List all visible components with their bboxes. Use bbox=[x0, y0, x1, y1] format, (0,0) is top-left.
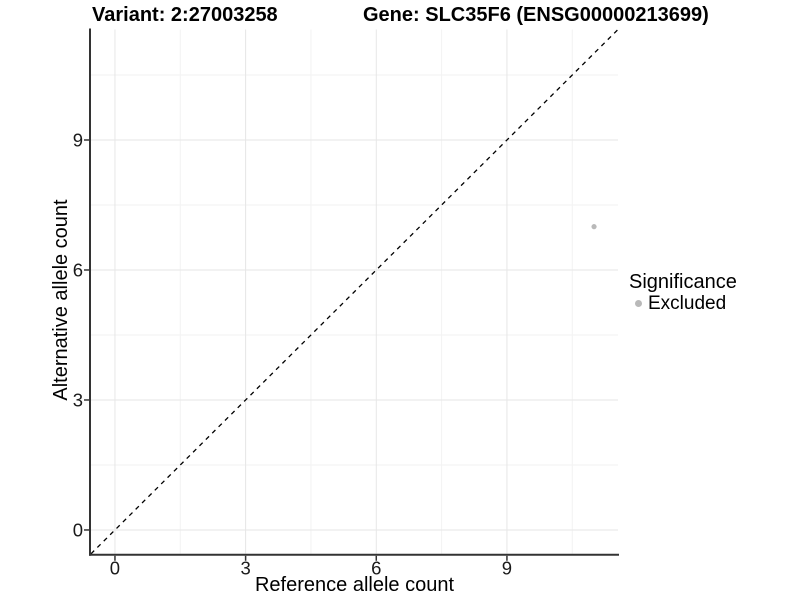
legend: Significance Excluded bbox=[629, 271, 737, 313]
x-tick-label: 6 bbox=[371, 558, 381, 579]
excluded-point-icon bbox=[635, 300, 642, 307]
x-tick-label: 9 bbox=[502, 558, 512, 579]
y-tick-label: 6 bbox=[73, 259, 83, 280]
legend-item-excluded: Excluded bbox=[635, 294, 737, 313]
y-tick-label: 3 bbox=[73, 389, 83, 410]
legend-title: Significance bbox=[629, 271, 737, 293]
x-tick-label: 3 bbox=[240, 558, 250, 579]
identity-dashed-line bbox=[90, 29, 619, 555]
y-axis-title: Alternative allele count bbox=[50, 199, 72, 401]
y-tick-label: 0 bbox=[73, 519, 83, 540]
variant-title: Variant: 2:27003258 bbox=[92, 4, 278, 26]
data-point bbox=[591, 224, 597, 230]
x-tick-label: 0 bbox=[110, 558, 120, 579]
legend-item-label: Excluded bbox=[648, 293, 727, 314]
gene-title: Gene: SLC35F6 (ENSG00000213699) bbox=[363, 4, 709, 26]
x-axis-title: Reference allele count bbox=[254, 574, 454, 596]
y-tick-label: 9 bbox=[73, 129, 83, 150]
